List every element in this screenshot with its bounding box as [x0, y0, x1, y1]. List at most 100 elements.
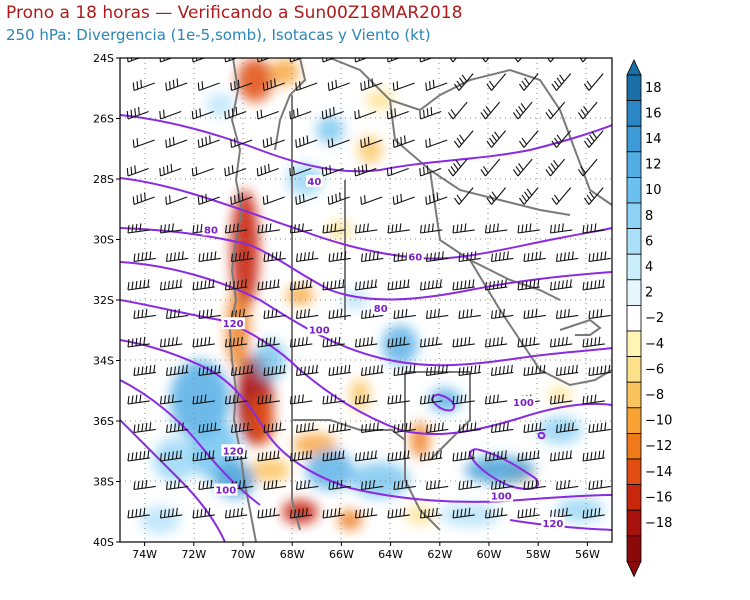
wind-barb [583, 187, 604, 205]
wind-barb [392, 193, 415, 206]
wind-barb [545, 101, 566, 120]
wind-barb [159, 279, 183, 291]
colorbar-swatch [626, 304, 642, 332]
wind-barb [490, 308, 514, 320]
wind-barb [354, 394, 378, 405]
wind-barb [582, 507, 605, 519]
wind-barb [484, 223, 508, 234]
wind-barb [262, 195, 285, 206]
wind-barb [197, 81, 220, 92]
wind-barb [425, 422, 449, 434]
wind-barb [523, 364, 546, 377]
colorbar-swatch [626, 356, 642, 383]
wind-barb [165, 364, 189, 377]
wind-barb [452, 450, 475, 462]
wind-barb [583, 130, 604, 148]
wind-barb [321, 165, 344, 177]
lat-tick-label: 34S [93, 355, 114, 368]
wind-barb [577, 101, 598, 120]
wind-barb [517, 450, 540, 462]
colorbar-bottom-arrow [626, 561, 642, 578]
wind-barb [159, 394, 183, 405]
colorbar-swatch [626, 484, 642, 511]
wind-barb [133, 308, 156, 320]
wind-barb [419, 450, 443, 462]
wind-barb [165, 78, 188, 92]
wind-barb [126, 106, 149, 120]
wind-barb [198, 251, 221, 263]
wind-barb [484, 279, 508, 291]
lat-tick-label: 30S [93, 234, 114, 247]
wind-barb [328, 251, 351, 263]
isotach-label: 100 [513, 398, 534, 409]
wind-barb [224, 106, 247, 120]
wind-barb [549, 450, 573, 462]
wind-barb [517, 507, 540, 519]
wind-barb [549, 223, 573, 234]
wind-barb [419, 336, 443, 348]
divergence-colorbar: 18 16 14 12 10 8 6 4 2 −2 −4 −6 −8 −10 −12 −14 −16 −18 [626, 59, 672, 578]
wind-barb [322, 223, 345, 234]
isotach-label: 80 [204, 225, 218, 236]
wind-barb [555, 479, 579, 491]
isotach-label-bg [406, 250, 424, 263]
wind-barb [192, 279, 215, 291]
wind-barb [328, 479, 351, 491]
wind-barb [224, 165, 247, 177]
wind-barb [458, 364, 481, 377]
wind-barb [192, 336, 215, 348]
wind-barb [490, 364, 514, 377]
wind-barb [263, 251, 286, 263]
wind-barb [425, 138, 448, 149]
wind-barb [198, 479, 221, 491]
lat-tick-label: 40S [93, 536, 114, 549]
wind-barb [484, 507, 508, 519]
wind-barb [127, 223, 150, 234]
wind-barb [159, 336, 183, 348]
wind-barb [224, 394, 248, 405]
isotach-label: 80 [374, 304, 388, 315]
colorbar-swatch [626, 432, 642, 460]
colorbar-swatch [626, 458, 642, 486]
wind-barb [518, 187, 539, 205]
wind-barb [514, 58, 523, 63]
colorbar-swatch [626, 509, 642, 537]
wind-barb [453, 73, 474, 91]
wind-barb [289, 450, 313, 462]
map-subtitle: 250 hPa: Divergencia (1e-5,somb), Isotac… [6, 26, 431, 44]
wind-barb [256, 163, 279, 177]
lat-tick-label: 36S [93, 415, 114, 428]
wind-barb [230, 251, 254, 263]
wind-barb [327, 192, 350, 206]
wind-barb [295, 479, 319, 491]
wind-barb [224, 279, 248, 291]
wind-barb [224, 336, 248, 348]
wind-barb [257, 279, 280, 291]
wind-barb [419, 279, 443, 291]
wind-barb [263, 364, 286, 377]
wind-barb [224, 223, 248, 234]
isotach-label: 100 [215, 486, 236, 497]
wind-barb [165, 479, 189, 491]
wind-barb [484, 336, 508, 348]
colorbar-swatch [626, 74, 642, 102]
wind-barb [321, 106, 344, 120]
colorbar-swatch [626, 228, 642, 255]
wind-barb [551, 73, 572, 91]
wind-barb [289, 394, 313, 405]
wind-barb [133, 251, 156, 263]
wind-barb [295, 422, 319, 434]
wind-barb [480, 101, 501, 120]
wind-barb [458, 251, 481, 263]
wind-barb [387, 336, 410, 348]
colorbar-top-arrow [626, 59, 642, 76]
map-plot-area: 40 80 60 80 120 100 100 120 100 100 120 [120, 58, 612, 542]
longitude-axis: 74W 72W 70W 68W 66W 64W 62W 60W 58W 56W [132, 542, 600, 561]
wind-barb [453, 187, 474, 205]
isotach-label: 100 [491, 492, 512, 503]
wind-barb [393, 479, 416, 491]
wind-barb [197, 193, 220, 206]
wind-barb [392, 135, 415, 149]
wind-barb [512, 101, 533, 120]
wind-barb [133, 364, 156, 377]
